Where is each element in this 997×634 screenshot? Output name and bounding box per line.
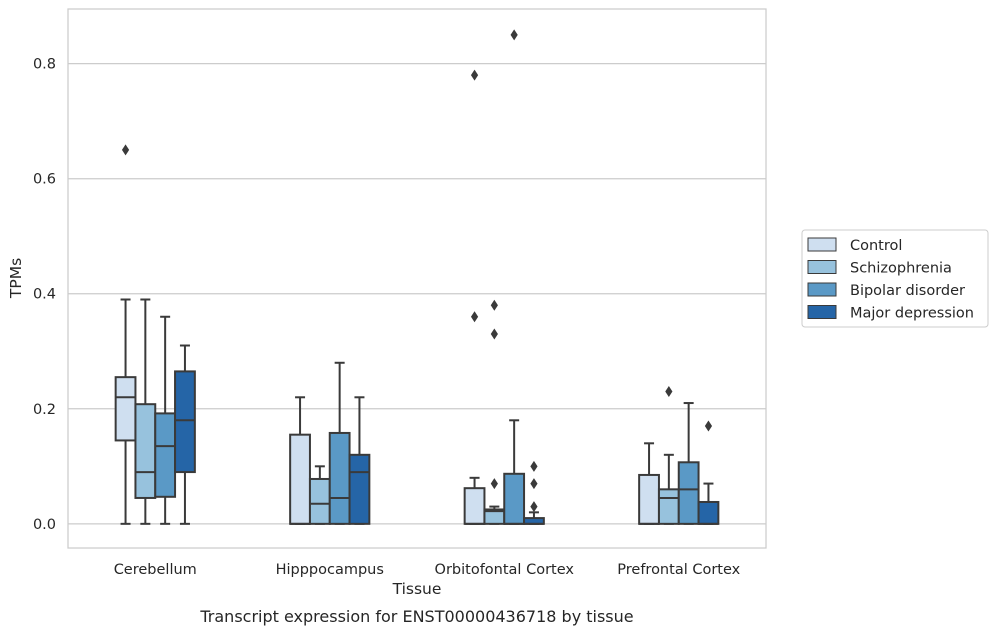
y-axis-label: TPMs bbox=[7, 258, 25, 299]
plot-frame bbox=[67, 8, 767, 549]
box-control bbox=[463, 69, 486, 525]
outlier-point bbox=[704, 420, 713, 432]
box-bipolar-disorder bbox=[503, 29, 526, 525]
y-tick-label: 0.4 bbox=[33, 287, 56, 303]
legend-label: Major depression bbox=[850, 306, 974, 322]
legend-swatch bbox=[807, 282, 837, 297]
box-major-depression bbox=[523, 460, 545, 525]
boxes-layer bbox=[114, 29, 720, 525]
box-control bbox=[289, 396, 311, 525]
legend-label: Control bbox=[850, 238, 902, 254]
box-control bbox=[114, 144, 137, 525]
box-body bbox=[308, 477, 331, 525]
box-body bbox=[174, 370, 196, 474]
y-tick-label: 0.2 bbox=[33, 402, 56, 418]
box-body bbox=[134, 403, 157, 499]
box-body bbox=[503, 472, 526, 525]
outlier-point bbox=[470, 69, 479, 81]
box-body bbox=[677, 461, 700, 525]
box-major-depression bbox=[348, 396, 371, 525]
box-schizophrenia bbox=[308, 465, 331, 525]
box-major-depression bbox=[174, 344, 196, 525]
outlier-point bbox=[490, 478, 498, 490]
box-bipolar-disorder bbox=[677, 402, 700, 525]
y-tick-label: 0.8 bbox=[33, 57, 56, 73]
legend-swatch bbox=[807, 237, 837, 252]
box-body bbox=[657, 488, 680, 525]
box-body bbox=[114, 376, 137, 442]
outlier-point bbox=[490, 328, 498, 340]
box-schizophrenia bbox=[134, 298, 157, 525]
y-tick-label: 0.0 bbox=[33, 517, 56, 533]
legend-label: Schizophrenia bbox=[850, 261, 952, 277]
x-axis-label: Tissue bbox=[392, 580, 442, 598]
x-tick-label: Orbitofontal Cortex bbox=[435, 562, 575, 578]
box-body bbox=[697, 500, 720, 525]
box-body bbox=[328, 431, 351, 525]
box-major-depression bbox=[697, 420, 720, 525]
outlier-point bbox=[530, 501, 538, 513]
box-schizophrenia bbox=[657, 386, 680, 525]
x-tick-label: Cerebellum bbox=[114, 562, 197, 578]
box-schizophrenia bbox=[483, 299, 506, 525]
legend-frame bbox=[801, 229, 989, 328]
box-bipolar-disorder bbox=[154, 315, 177, 525]
x-tick-label: Hipppocampus bbox=[276, 562, 384, 578]
legend-swatch bbox=[807, 260, 837, 274]
legend: Control Schizophrenia Bipolar disorder Majo… bbox=[801, 229, 989, 328]
outlier-point bbox=[470, 311, 479, 323]
box-bipolar-disorder bbox=[328, 361, 351, 525]
box-body bbox=[463, 487, 486, 525]
outlier-point bbox=[490, 299, 498, 311]
box-control bbox=[638, 442, 660, 525]
x-tick-label: Prefrontal Cortex bbox=[617, 562, 740, 578]
tick-labels: 0.0 0.2 0.4 0.6 0.8 Cerebellum Hipppocampus Orb… bbox=[33, 57, 741, 578]
legend-label: Bipolar disorder bbox=[850, 283, 965, 299]
box-body bbox=[348, 453, 371, 525]
outlier-point bbox=[121, 144, 130, 156]
y-tick-label: 0.6 bbox=[33, 172, 56, 188]
legend-swatch bbox=[807, 305, 837, 319]
outlier-point bbox=[510, 29, 518, 41]
chart-caption: Transcript expression for ENST0000043671… bbox=[199, 607, 633, 626]
outlier-point bbox=[530, 478, 538, 490]
box-body bbox=[638, 473, 660, 525]
outlier-point bbox=[530, 460, 538, 472]
box-body bbox=[154, 412, 177, 498]
box-body bbox=[289, 433, 311, 525]
outlier-point bbox=[665, 386, 673, 398]
